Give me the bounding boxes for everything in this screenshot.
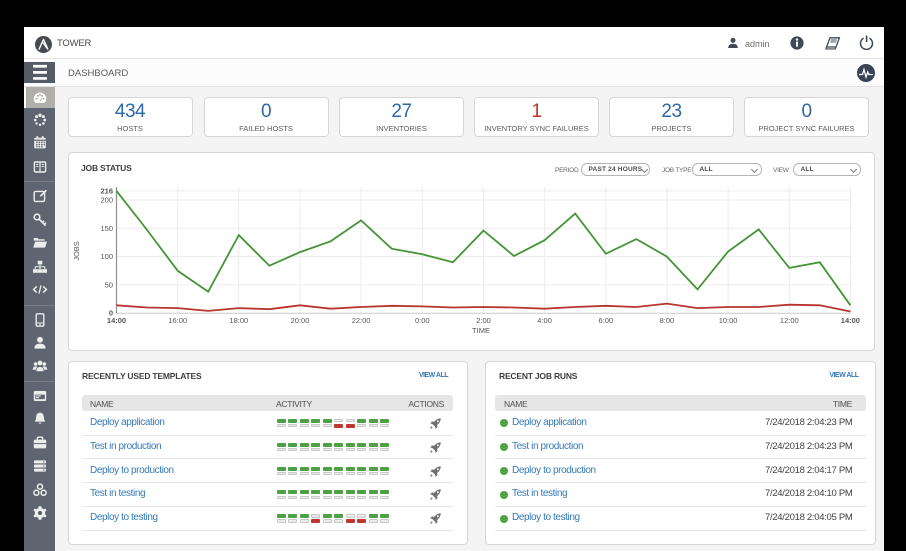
svg-text:200: 200: [100, 196, 113, 205]
svg-text:14:00: 14:00: [107, 316, 126, 325]
svg-text:150: 150: [100, 224, 113, 233]
svg-text:100: 100: [100, 252, 113, 261]
svg-text:6:00: 6:00: [598, 316, 613, 325]
svg-text:0: 0: [109, 309, 113, 318]
svg-text:4:00: 4:00: [537, 316, 552, 325]
svg-text:TIME: TIME: [472, 326, 490, 335]
svg-text:216: 216: [100, 186, 113, 195]
svg-text:12:00: 12:00: [780, 316, 799, 325]
svg-text:16:00: 16:00: [168, 316, 187, 325]
svg-text:10:00: 10:00: [719, 316, 738, 325]
svg-text:JOBS: JOBS: [72, 241, 81, 261]
svg-text:18:00: 18:00: [229, 316, 248, 325]
svg-text:0:00: 0:00: [415, 316, 430, 325]
svg-text:20:00: 20:00: [291, 316, 310, 325]
svg-text:14:00: 14:00: [841, 316, 860, 325]
svg-text:50: 50: [105, 280, 113, 289]
svg-text:22:00: 22:00: [352, 316, 371, 325]
svg-text:2:00: 2:00: [476, 316, 491, 325]
svg-text:8:00: 8:00: [660, 316, 675, 325]
